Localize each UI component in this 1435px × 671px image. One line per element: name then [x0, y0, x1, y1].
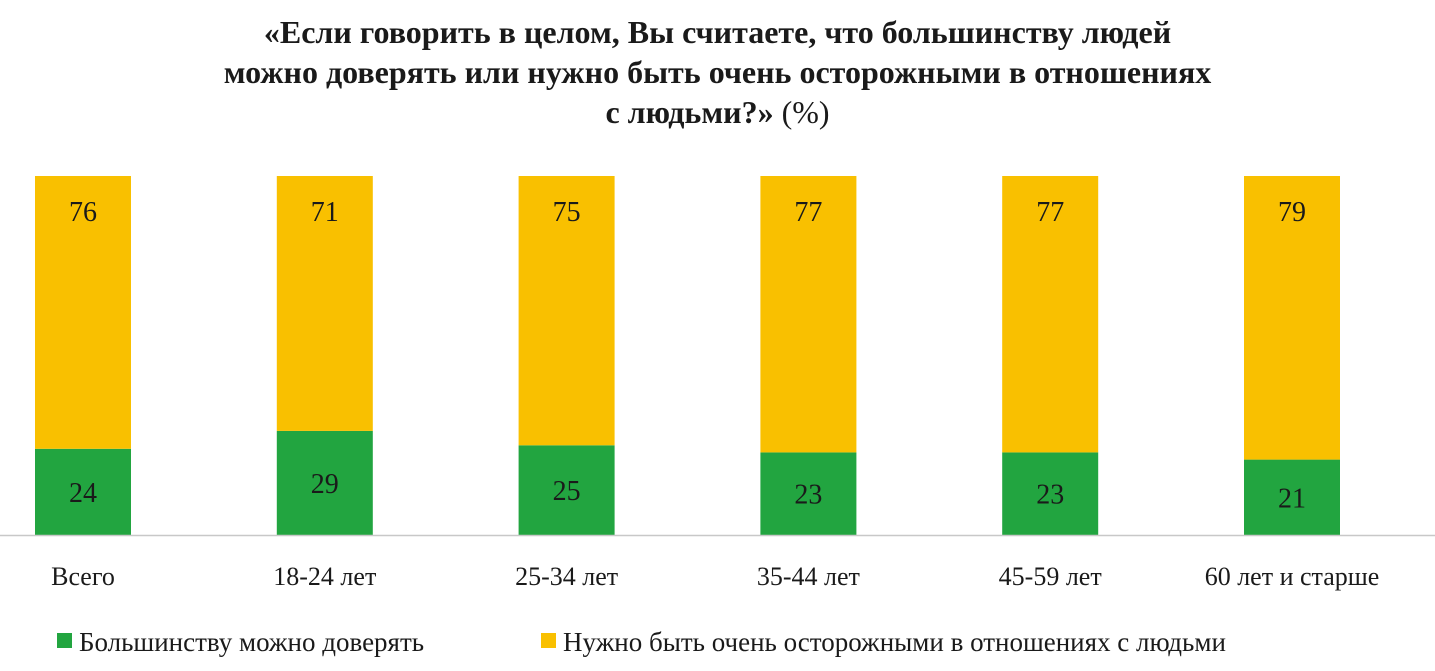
data-label-trust-2: 25: [553, 476, 581, 507]
bar-careful-5: [1244, 176, 1340, 460]
data-label-trust-3: 23: [794, 480, 822, 511]
bar-trust-0: [35, 448, 131, 535]
chart-title: «Если говорить в целом, Вы считаете, что…: [0, 12, 1435, 132]
bar-careful-0: [35, 176, 131, 449]
data-label-careful-5: 79: [1278, 197, 1306, 228]
data-label-careful-1: 71: [311, 197, 339, 228]
bar-trust-2: [518, 445, 615, 536]
bar-careful-1: [276, 176, 373, 431]
x-tick-label-3: 35-44 лет: [757, 562, 860, 591]
legend-swatch-0: [57, 633, 72, 648]
x-tick-label-5: 60 лет и старше: [1205, 562, 1380, 591]
x-tick-label-0: Всего: [51, 562, 115, 591]
x-tick-label-2: 25-34 лет: [515, 562, 618, 591]
legend-swatch-1: [541, 633, 556, 648]
data-label-careful-2: 75: [553, 197, 581, 228]
legend-label-1: Нужно быть очень осторожными в отношения…: [563, 627, 1226, 657]
data-label-trust-5: 21: [1278, 483, 1306, 514]
bar-careful-3: [760, 176, 857, 453]
bar-trust-1: [276, 430, 373, 535]
title-line-2: можно доверять или нужно быть очень осто…: [223, 54, 1212, 90]
data-label-careful-4: 77: [1036, 197, 1064, 228]
bar-careful-4: [1002, 176, 1099, 453]
x-tick-label-4: 45-59 лет: [999, 562, 1102, 591]
legend-label-0: Большинству можно доверять: [79, 627, 424, 657]
bar-careful-2: [518, 176, 615, 446]
x-tick-label-1: 18-24 лет: [273, 562, 376, 591]
bar-trust-5: [1244, 459, 1340, 535]
data-label-careful-3: 77: [794, 197, 822, 228]
data-label-careful-0: 76: [69, 197, 97, 228]
bar-trust-3: [760, 452, 857, 535]
bar-trust-4: [1002, 452, 1099, 535]
data-label-trust-1: 29: [311, 469, 339, 500]
title-line-1: «Если говорить в целом, Вы считаете, что…: [263, 14, 1172, 50]
data-label-trust-0: 24: [69, 478, 97, 509]
title-line-3: с людьми?»: [605, 94, 774, 130]
title-unit: (%): [781, 94, 830, 130]
data-label-trust-4: 23: [1036, 480, 1064, 511]
